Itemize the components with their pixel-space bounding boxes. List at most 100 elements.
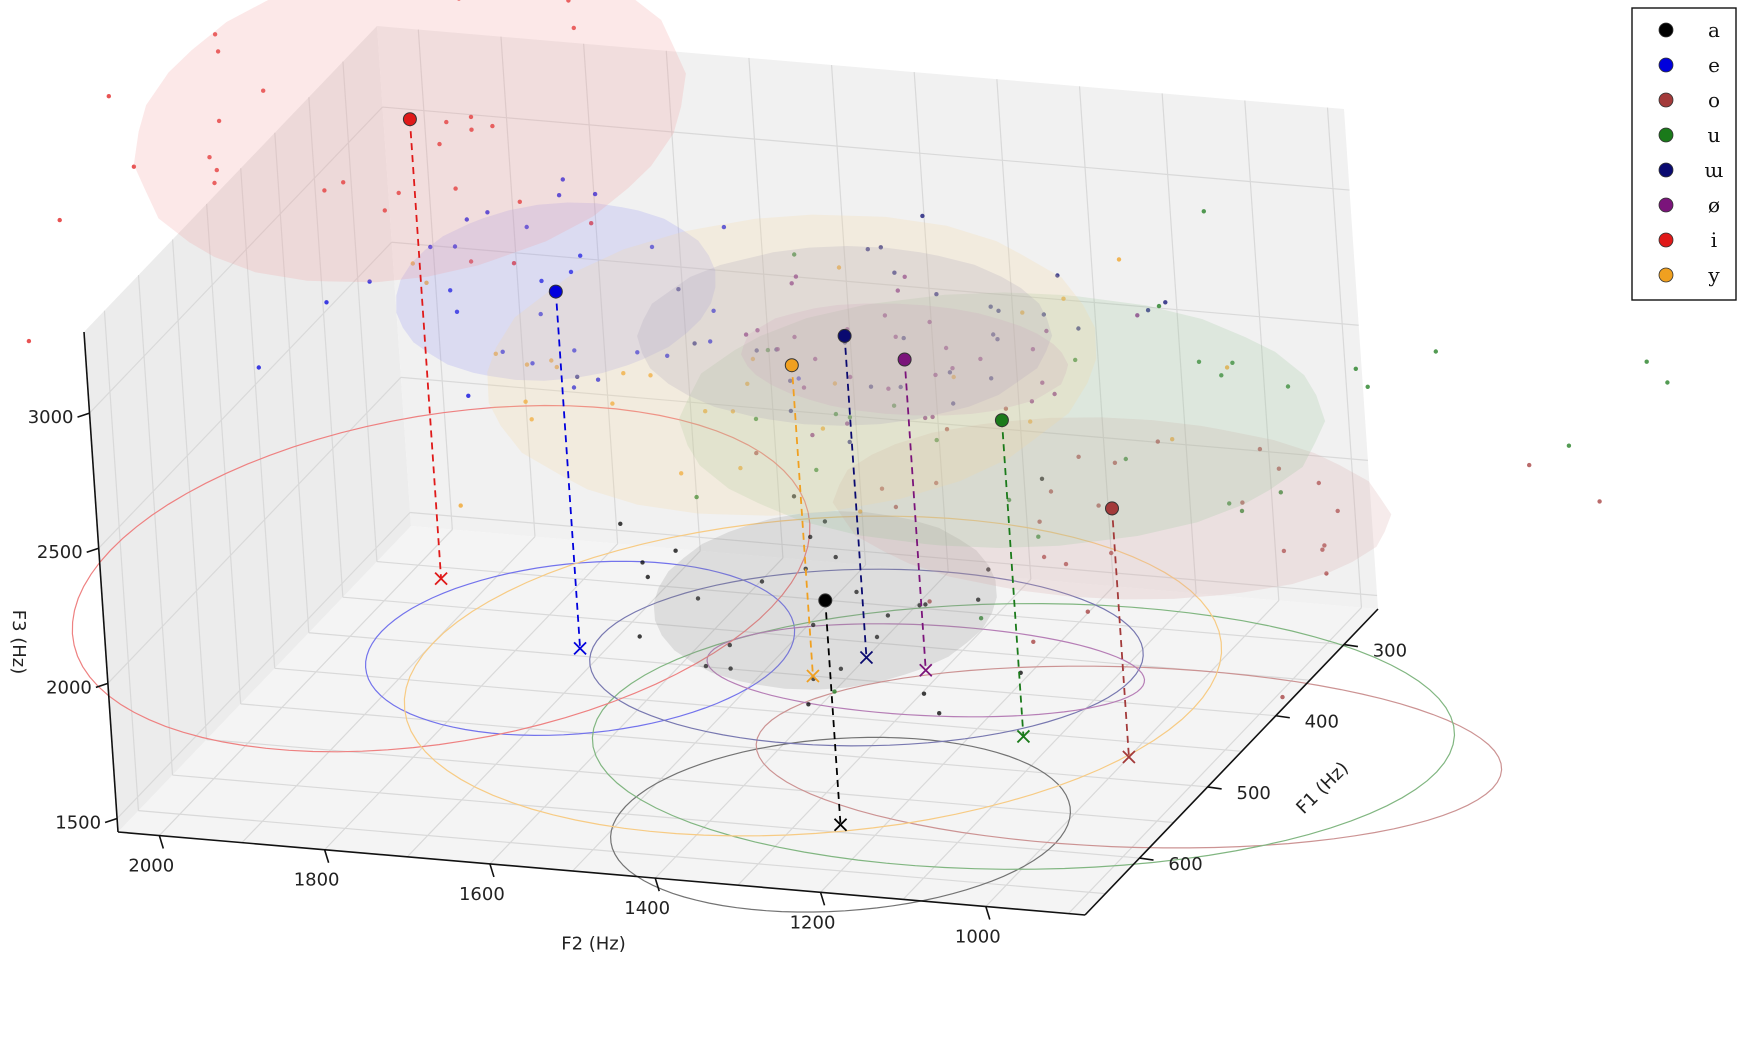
f2-tick <box>323 849 330 863</box>
sample-point-series-6 <box>382 208 387 213</box>
mean-marker-series-3 <box>994 413 1009 428</box>
sample-point-series-3 <box>1644 359 1649 364</box>
sample-point-series-7 <box>679 471 684 476</box>
sample-point-series-0 <box>822 519 828 524</box>
sample-point-series-7 <box>832 381 838 386</box>
sample-point-series-1 <box>428 244 433 250</box>
sample-point-series-3 <box>978 616 984 621</box>
f3-axis-line <box>83 331 119 833</box>
sample-point-series-6 <box>589 221 594 226</box>
grid-line-floor-f2 <box>820 585 1114 893</box>
sample-point-series-2 <box>1527 462 1532 468</box>
sample-point-series-0 <box>759 579 765 584</box>
sample-point-series-3 <box>833 411 839 417</box>
grid-line-floor-f2 <box>158 529 453 836</box>
sample-point-series-3 <box>1196 359 1202 364</box>
grid-line-back-f2 <box>1326 107 1363 608</box>
sample-point-series-2 <box>1257 446 1263 452</box>
f3-tick-label: 2000 <box>46 677 92 698</box>
sample-point-series-4 <box>1076 326 1081 331</box>
sample-point-series-5 <box>789 281 794 286</box>
sample-point-series-7 <box>1224 365 1230 370</box>
sample-point-series-2 <box>1112 460 1118 465</box>
sample-point-series-3 <box>1433 349 1439 354</box>
sample-point-series-4 <box>788 378 793 383</box>
grid-line-side-f1 <box>206 203 242 704</box>
sample-point-series-3 <box>765 347 771 353</box>
floor-ellipse-series-1 <box>364 560 796 737</box>
floor-ellipse-series-5 <box>706 623 1146 718</box>
sample-point-series-4 <box>676 287 681 292</box>
grid-line-back-f2 <box>996 79 1032 580</box>
sample-point-series-5 <box>930 414 935 420</box>
floor-ellipse-series-3 <box>591 602 1456 870</box>
sample-point-series-3 <box>1278 490 1284 495</box>
sample-point-series-5 <box>813 356 818 362</box>
sample-point-series-0 <box>986 567 991 572</box>
sample-point-series-2 <box>1063 561 1069 567</box>
sample-point-series-6 <box>517 199 522 204</box>
sample-point-series-6 <box>106 94 112 99</box>
sample-point-series-3 <box>891 403 897 408</box>
grid-line-side-f1 <box>240 168 276 669</box>
sample-point-series-2 <box>1335 508 1340 514</box>
sample-point-series-7 <box>1020 310 1025 315</box>
sample-point-series-7 <box>1061 296 1066 301</box>
grid-line-back-f2 <box>748 57 784 558</box>
sample-point-series-1 <box>324 300 329 305</box>
grid-line-floor-f2 <box>572 564 867 872</box>
sample-point-series-0 <box>1039 476 1045 481</box>
sample-point-series-0 <box>703 663 709 669</box>
sample-point-series-2 <box>1281 548 1287 554</box>
sample-point-series-0 <box>618 521 623 526</box>
sample-point-series-6 <box>453 186 458 191</box>
grid-line-floor-f2 <box>489 557 784 865</box>
sample-point-series-3 <box>792 252 797 257</box>
legend-label: y <box>1707 263 1720 287</box>
sample-point-series-6 <box>215 49 221 54</box>
f3-tick-label: 3000 <box>28 407 74 428</box>
sample-point-series-0 <box>640 560 645 565</box>
sample-point-series-4 <box>692 341 697 346</box>
sample-point-series-0 <box>921 691 927 696</box>
sample-point-series-3 <box>1665 380 1670 385</box>
grid-line-floor-f1 <box>342 596 1310 681</box>
grid-line-side-f1 <box>171 239 208 740</box>
sample-point-series-2 <box>879 486 885 491</box>
sample-point-series-5 <box>743 332 749 337</box>
grid-line-back-f3 <box>410 511 1378 597</box>
sample-point-series-5 <box>1030 347 1036 352</box>
floor-ellipse-series-6 <box>71 404 811 753</box>
floor-mean-marker-series-2 <box>1122 750 1136 764</box>
sample-point-series-7 <box>523 399 528 404</box>
sample-point-series-2 <box>1316 480 1322 486</box>
sample-point-series-7 <box>493 351 498 356</box>
sample-point-series-5 <box>933 372 938 378</box>
legend-marker <box>1658 57 1674 73</box>
f3-axis-title: F3 (Hz) <box>8 610 29 675</box>
sample-point-series-5 <box>810 432 815 438</box>
grid-line-floor-f1 <box>172 774 1140 859</box>
sample-point-series-5 <box>775 347 780 352</box>
f2-axis-title: F2 (Hz) <box>561 934 626 955</box>
sample-point-series-7 <box>703 409 708 414</box>
sample-point-series-3 <box>753 416 759 422</box>
sample-point-series-1 <box>530 361 535 366</box>
f2-tick-label: 1400 <box>624 898 670 919</box>
sample-point-series-6 <box>207 155 212 160</box>
sample-point-series-2 <box>1085 609 1091 614</box>
f2-tick <box>819 892 826 906</box>
sample-point-series-4 <box>1041 312 1047 317</box>
sample-point-series-1 <box>578 253 583 258</box>
sample-point-series-1 <box>539 278 544 284</box>
floor-ellipse-series-2 <box>755 665 1503 849</box>
sample-point-series-1 <box>592 191 598 197</box>
sample-point-series-4 <box>847 439 852 445</box>
grid-line-back-f2 <box>417 29 453 530</box>
sample-point-series-7 <box>730 409 736 414</box>
floor-ellipse-series-7 <box>403 515 1223 837</box>
sample-point-series-0 <box>937 711 942 716</box>
f2-tick-label: 1200 <box>790 912 836 933</box>
f1-tick <box>1275 714 1290 719</box>
sample-point-series-5 <box>1135 313 1140 318</box>
